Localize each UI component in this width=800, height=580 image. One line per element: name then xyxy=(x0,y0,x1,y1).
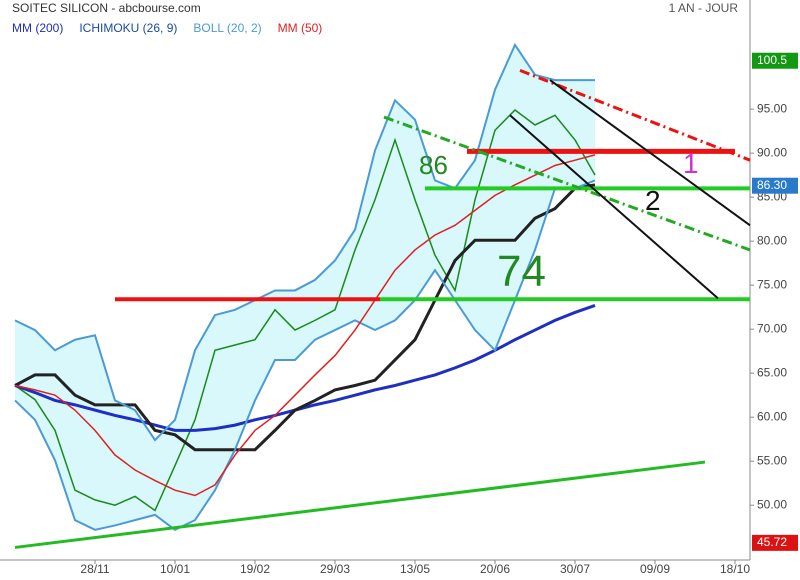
x-tick-label: 30/07 xyxy=(560,562,590,576)
x-tick-label: 10/01 xyxy=(160,562,190,576)
x-tick-label: 20/06 xyxy=(480,562,510,576)
legend-entry: MM (50) xyxy=(278,21,323,35)
annotation: 86 xyxy=(419,150,448,180)
price-tag xyxy=(752,177,798,194)
series-line xyxy=(14,183,596,452)
y-tick-label: 50.00 xyxy=(757,497,787,511)
chart-title: SOITEC SILICON - abcbourse.com xyxy=(12,1,201,15)
period: 1 AN - JOUR xyxy=(669,1,739,15)
legend-entry: BOLL (20, 2) xyxy=(193,21,261,35)
drawn-line xyxy=(383,115,751,252)
y-tick-label: 75.00 xyxy=(757,277,787,291)
y-tick-label: 70.00 xyxy=(757,321,787,335)
drawn-line xyxy=(549,79,751,227)
x-tick-label: 29/03 xyxy=(320,562,350,576)
band-lower xyxy=(14,179,596,531)
x-tick-label: 09/09 xyxy=(640,562,670,576)
y-tick-label: 90.00 xyxy=(757,145,787,159)
y-tick-label: 60.00 xyxy=(757,409,787,423)
band-upper xyxy=(14,42,595,442)
y-tick-label: 95.00 xyxy=(757,101,787,115)
x-tick-label: 28/11 xyxy=(80,562,109,576)
annotation: 1 xyxy=(683,148,699,179)
x-tick-label: 18/10 xyxy=(720,562,750,576)
y-tick-label: 55.00 xyxy=(757,453,787,467)
series-line xyxy=(14,154,596,497)
legend-entry: ICHIMOKU (26, 9) xyxy=(79,21,177,35)
price-tag xyxy=(752,52,798,69)
y-tick-label: 80.00 xyxy=(757,233,787,247)
x-tick-label: 19/02 xyxy=(240,562,270,576)
annotation: 2 xyxy=(645,185,661,216)
legend-entry: MM (200) xyxy=(12,21,63,35)
series-line xyxy=(14,303,596,432)
band-fill xyxy=(15,44,595,530)
annotation: 74 xyxy=(497,247,546,296)
drawn-line xyxy=(14,460,706,549)
price-tag-label: 100.5 xyxy=(757,53,787,67)
price-tag-label: 86.30 xyxy=(757,178,787,192)
price-tag xyxy=(752,534,798,551)
drawn-line xyxy=(509,114,719,300)
y-tick-label: 65.00 xyxy=(757,365,787,379)
price-line xyxy=(14,109,596,512)
x-tick-label: 13/05 xyxy=(400,562,430,576)
price-tag-label: 45.72 xyxy=(757,535,787,549)
